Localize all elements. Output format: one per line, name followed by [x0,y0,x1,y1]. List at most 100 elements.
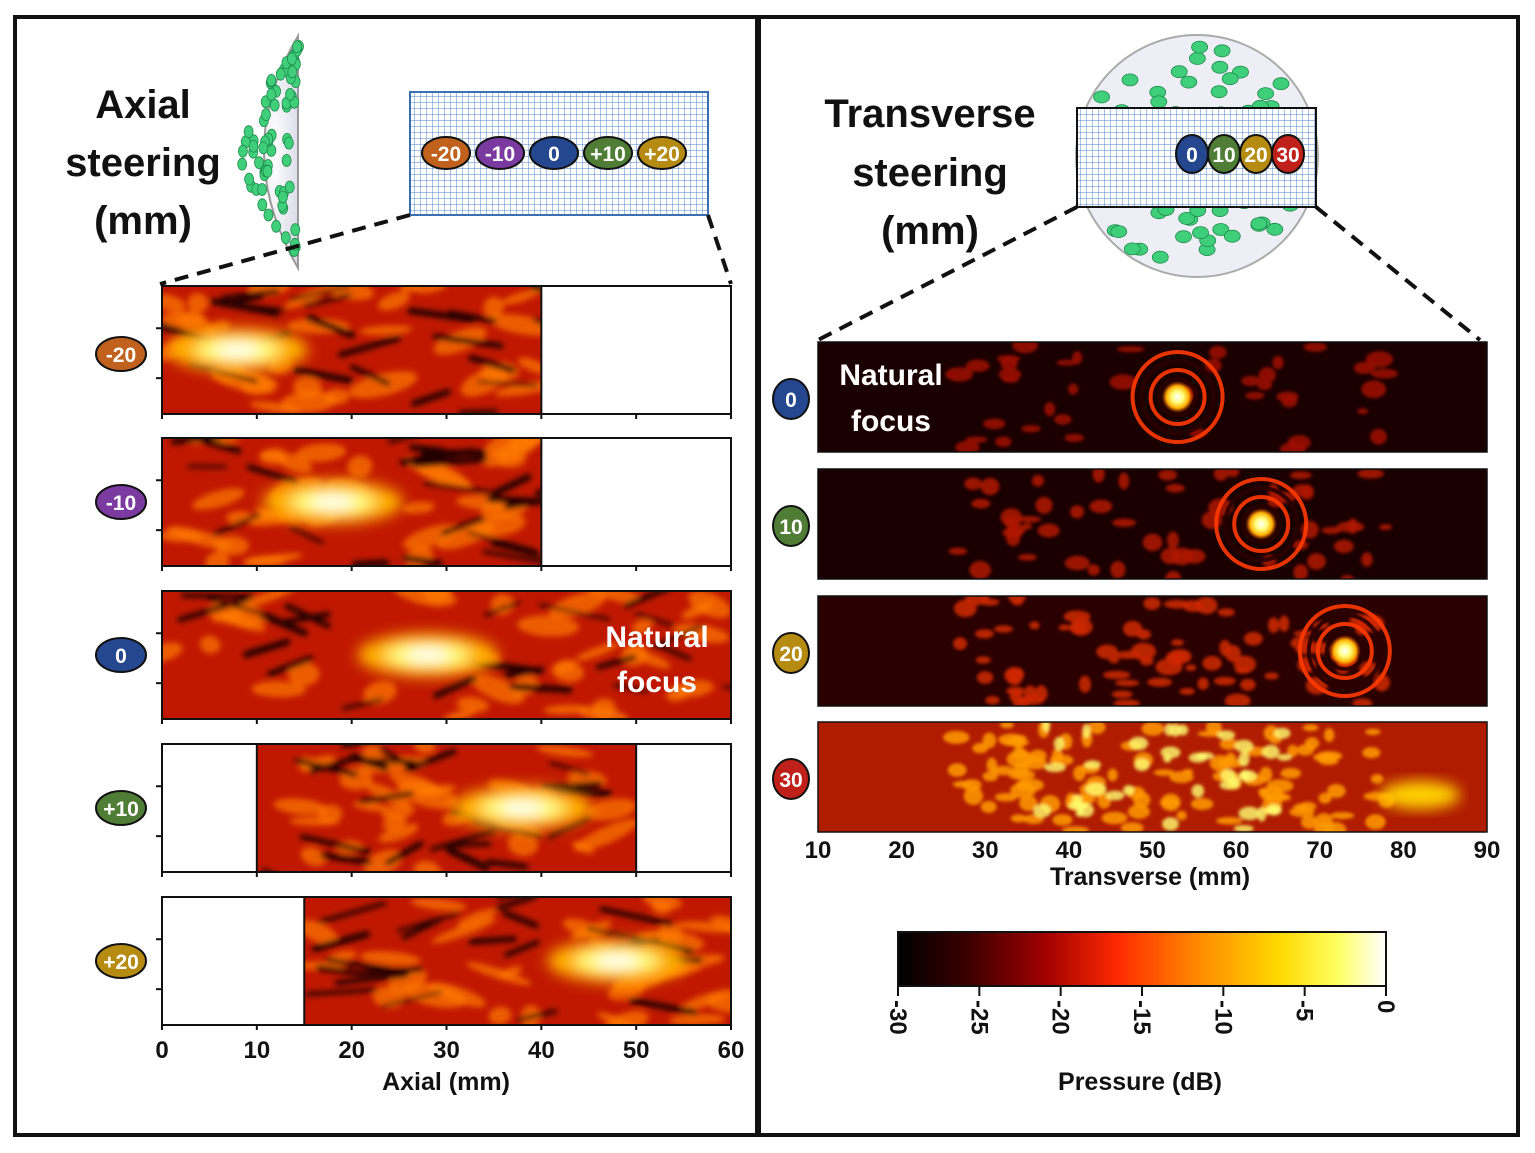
left-title-line-2: steering [65,141,221,185]
axial-grid-inset: -20 -10 0 +10 +20 [409,91,709,216]
transverse-x-tick: 40 [1056,837,1083,864]
axial-grid-marker: +10 [583,136,633,170]
transverse-field-maps: 0 10 20 30 Natural focus [772,341,1488,833]
axial-x-tick: 40 [528,1037,555,1064]
axial-x-label: Axial (mm) [382,1068,510,1096]
svg-text:20: 20 [1244,144,1267,167]
transverse-x-label: Transverse (mm) [1050,863,1250,891]
right-title-line-2: steering [852,151,1008,195]
transverse-x-tick: 20 [888,837,915,864]
svg-text:focus: focus [851,405,931,438]
right-title: Transverse steering (mm) [824,92,1035,253]
transducer-side-view-icon [237,32,304,272]
axial-row-badge: 0 [95,637,147,673]
axial-x-axis: Axial (mm) 0 10 20 30 40 50 60 [155,1037,744,1096]
svg-text:0: 0 [785,389,797,412]
transverse-grid-marker: 20 [1239,134,1273,174]
axial-map-row: 0 [95,590,732,724]
axial-grid-marker: -20 [421,136,471,170]
svg-text:-10: -10 [106,492,136,515]
svg-text:30: 30 [779,769,802,792]
svg-text:-10: -10 [485,143,515,166]
colorbar-gradient [897,931,1387,987]
colorbar-tick-label: -20 [1047,1000,1074,1035]
colorbar-label: Pressure (dB) [1058,1068,1222,1096]
colorbar-tick-label: -10 [1209,1000,1236,1035]
colorbar-tick-label: -30 [884,1000,911,1035]
axial-x-tick: 30 [433,1037,460,1064]
transverse-map-row: 10 [772,468,1488,580]
svg-text:20: 20 [779,643,802,666]
axial-map-row: -10 [95,437,732,571]
axial-x-tick: 20 [338,1037,365,1064]
transducer-front-view-icon: 30 20 10 0 [1075,34,1319,278]
axial-x-tick: 10 [243,1037,270,1064]
transverse-row-badge: 0 [772,378,810,420]
svg-text:focus: focus [617,666,697,699]
axial-grid-marker: 0 [529,136,579,170]
axial-row-badge: -20 [95,336,147,372]
svg-text:-20: -20 [431,143,461,166]
transverse-x-tick: 60 [1223,837,1250,864]
transverse-grid-marker: 30 [1271,134,1305,174]
svg-text:10: 10 [1212,144,1235,167]
svg-text:0: 0 [115,645,127,668]
axial-x-tick: 0 [155,1037,168,1064]
axial-natural-focus-label: Natural focus [605,621,708,699]
left-zoom-line-left [159,213,411,286]
transverse-row-badge: 30 [772,758,810,800]
left-title-line-3: (mm) [94,199,192,243]
axial-row-badge: +20 [95,943,147,979]
transverse-grid-marker: 10 [1207,134,1241,174]
svg-text:+10: +10 [590,143,626,166]
right-zoom-line-right [1314,205,1482,342]
transverse-x-tick: 10 [805,837,832,864]
transverse-natural-focus-label: Natural focus [839,359,942,438]
transverse-row-badge: 10 [772,505,810,547]
axial-row-badge: +10 [95,790,147,826]
colorbar-tick-label: -15 [1128,1000,1155,1035]
axial-x-tick: 60 [718,1037,745,1064]
svg-text:+20: +20 [103,951,139,974]
transverse-x-tick: 90 [1474,837,1501,864]
transverse-map-row: 30 [772,721,1488,833]
axial-row-badge: -10 [95,484,147,520]
colorbar-tick-label: 0 [1372,1000,1399,1013]
axial-map-row: -20 [95,285,732,419]
transverse-row-badge: 20 [772,632,810,674]
axial-map-row: +10 [95,743,732,877]
svg-text:10: 10 [779,516,802,539]
transverse-x-tick: 80 [1390,837,1417,864]
transverse-x-tick: 70 [1306,837,1333,864]
right-title-line-3: (mm) [881,209,979,253]
axial-grid-marker: +20 [637,136,687,170]
right-panel-frame [757,15,1520,1137]
colorbar-tick-label: -5 [1291,1000,1318,1021]
svg-text:Natural: Natural [605,621,708,654]
colorbar-tick-label: -25 [965,1000,992,1035]
transverse-x-tick: 30 [972,837,999,864]
svg-text:30: 30 [1276,144,1299,167]
transverse-x-axis: Transverse (mm) 10 20 30 40 50 60 70 80 90 [805,837,1501,891]
svg-text:0: 0 [1186,144,1198,167]
svg-text:+20: +20 [644,143,680,166]
svg-text:0: 0 [548,143,560,166]
axial-map-row: +20 [95,896,732,1030]
right-zoom-line-left [817,205,1078,342]
right-title-line-1: Transverse [824,92,1035,136]
left-title-line-1: Axial [95,83,191,127]
axial-grid-marker: -10 [475,136,525,170]
svg-text:-20: -20 [106,344,136,367]
left-title: Axial steering (mm) [65,83,221,243]
axial-x-tick: 50 [623,1037,650,1064]
transverse-map-row: 20 [772,595,1488,707]
axial-field-maps: -20 -10 0 +10 +20 Natural focus [95,285,732,1030]
svg-text:Natural: Natural [839,359,942,392]
transverse-grid-marker: 0 [1175,134,1209,174]
transverse-map-row: 0 [772,341,1488,453]
svg-text:+10: +10 [103,798,139,821]
left-zoom-line-right [706,214,733,285]
colorbar: -30 -25 -20 -15 -10 -5 0 Pressure (dB) [884,931,1399,1096]
transverse-x-tick: 50 [1139,837,1166,864]
